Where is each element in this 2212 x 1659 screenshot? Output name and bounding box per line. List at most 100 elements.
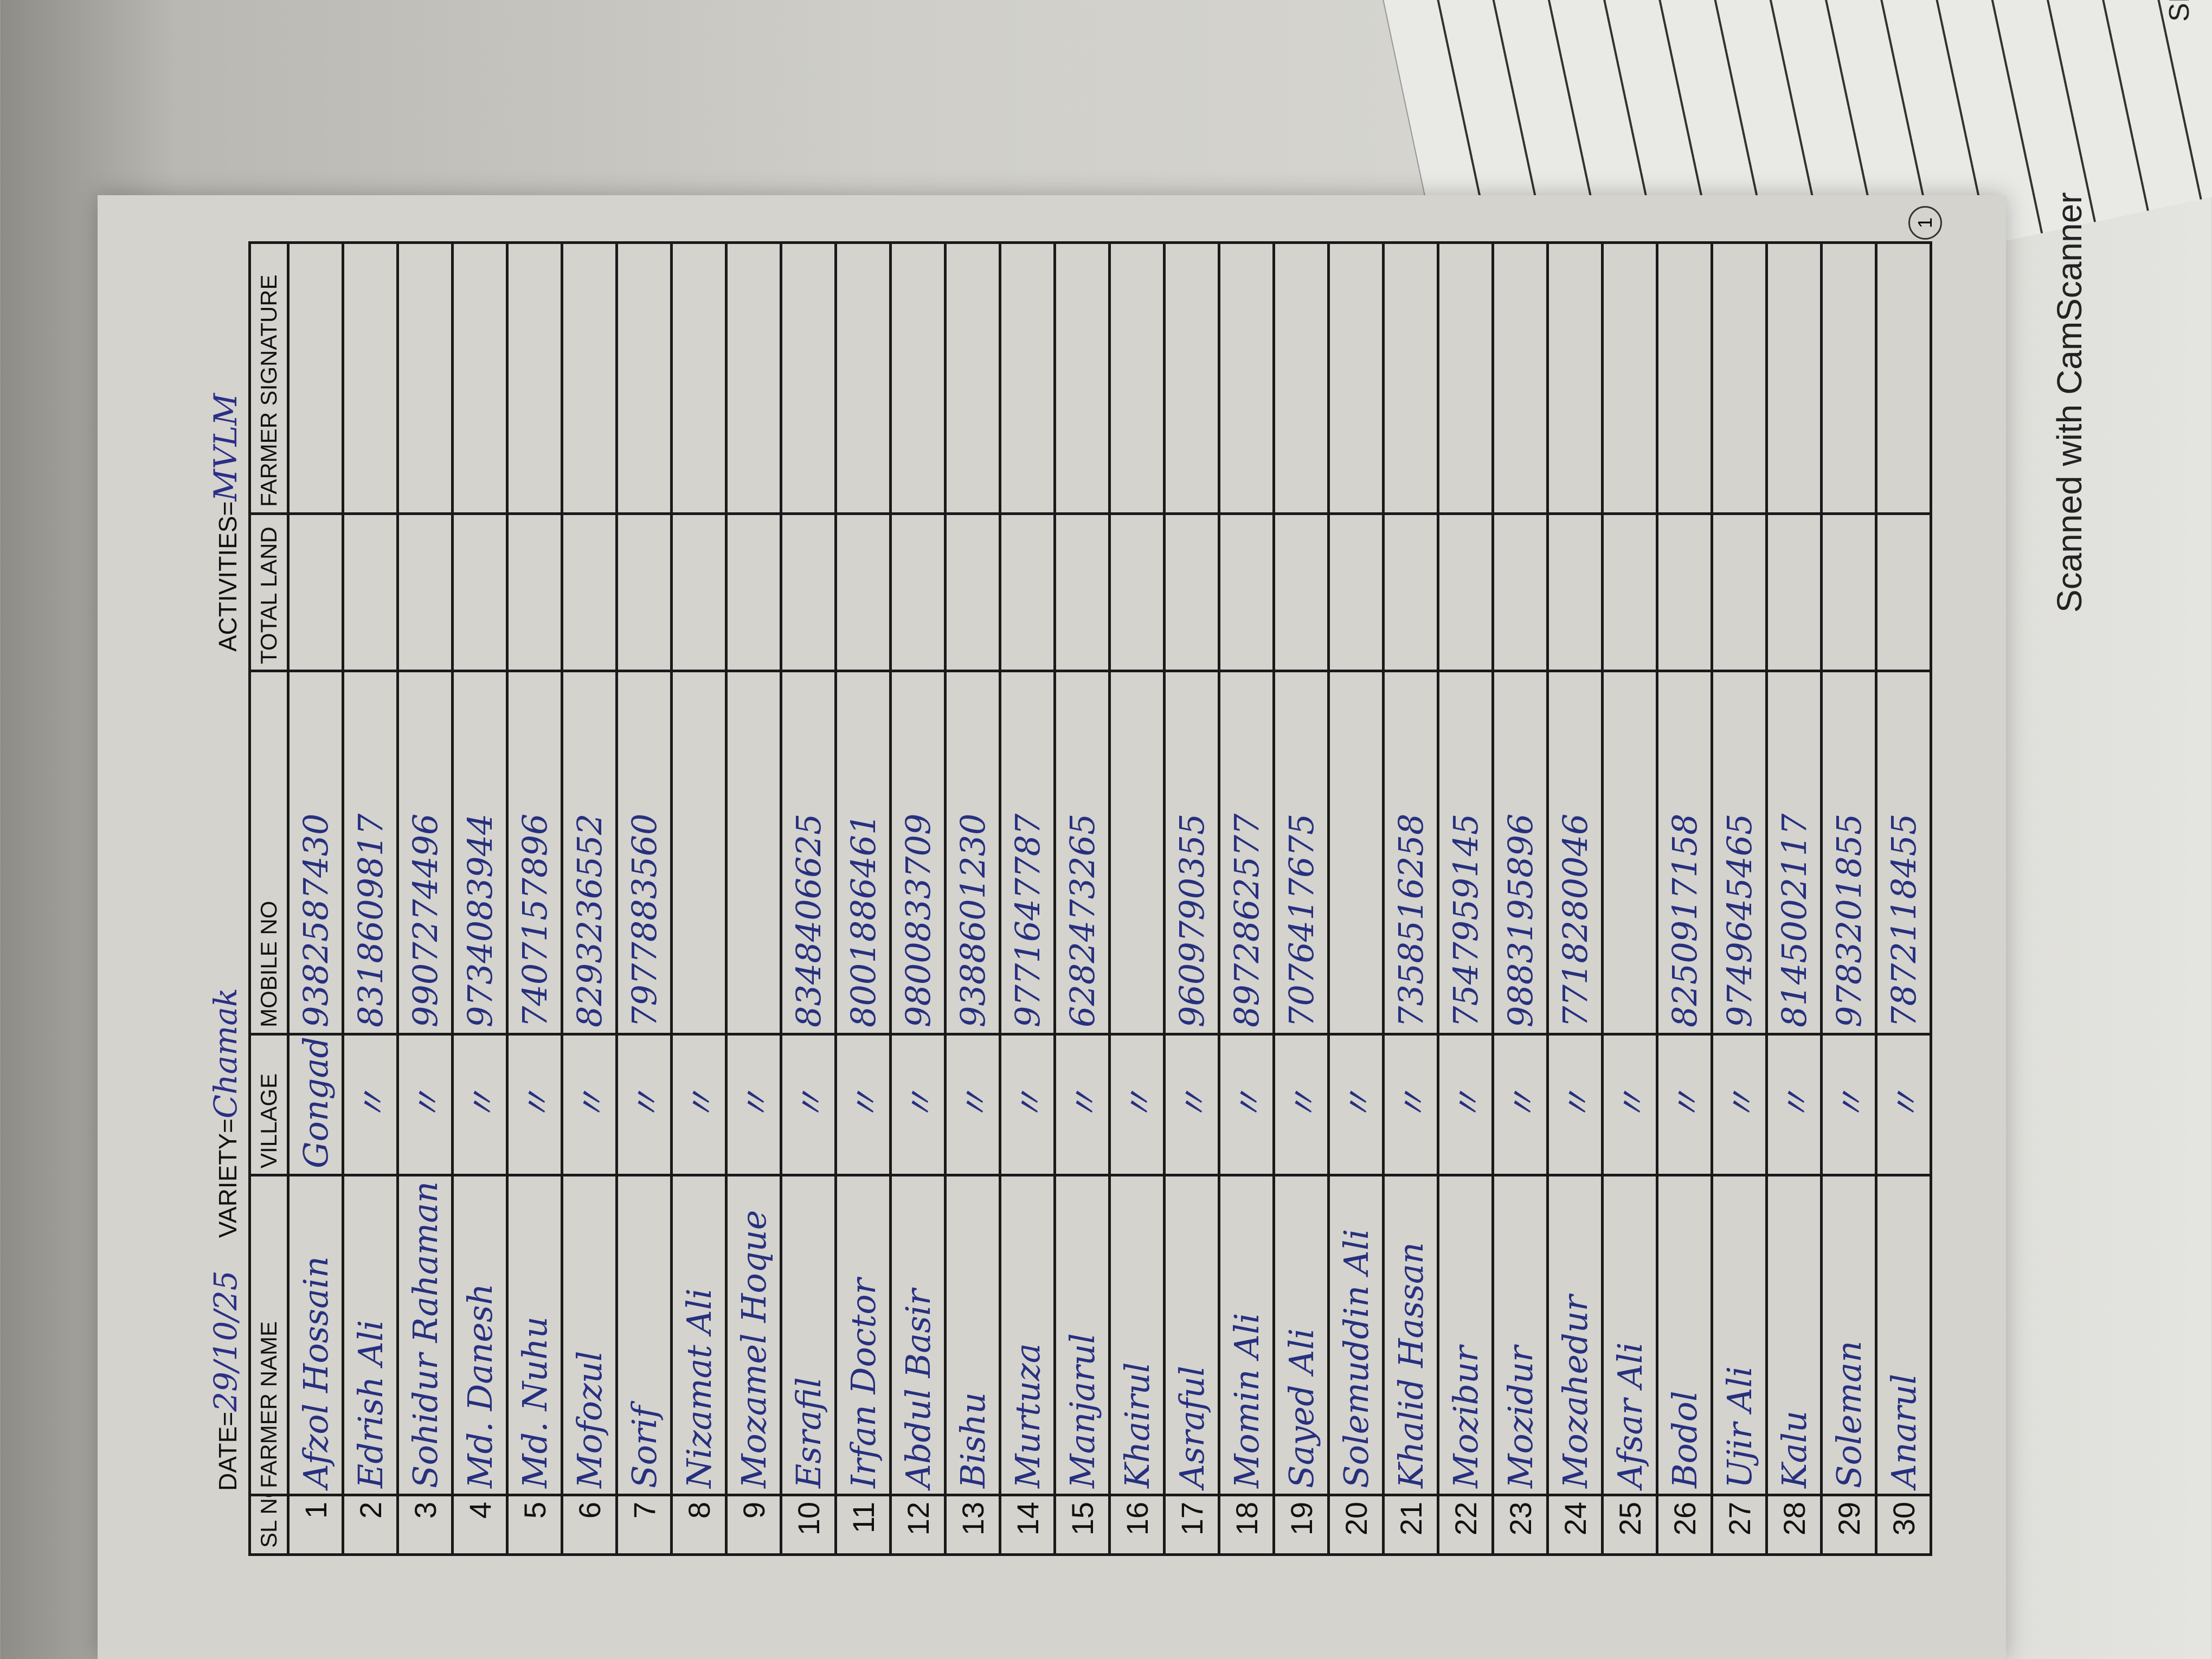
mobile-cell xyxy=(1109,671,1165,1034)
farmer-name-cell: Bodol xyxy=(1657,1175,1712,1495)
table-row: 30 Anarul 〃 7872118455 xyxy=(1876,242,1931,1555)
farmer-table: SL NO FARMER NAME VILLAGE MOBILE NO TOTAL LA… xyxy=(248,241,1932,1556)
mobile-cell: 9907274496 xyxy=(397,671,453,1034)
total-land-cell xyxy=(835,513,891,671)
village-cell: 〃 xyxy=(1766,1034,1822,1175)
mobile-cell: 9609790355 xyxy=(1164,671,1219,1034)
background-sheet-label: SIGNATURE xyxy=(2163,0,2196,22)
sl-no-cell: 20 xyxy=(1328,1495,1384,1555)
mobile-cell: 9800833709 xyxy=(890,671,946,1034)
sl-no-cell: 19 xyxy=(1274,1495,1329,1555)
signature-cell xyxy=(1657,242,1712,514)
sl-no-cell: 4 xyxy=(452,1495,507,1555)
table-row: 28 Kalu 〃 8145002117 xyxy=(1766,242,1822,1555)
sl-no-cell: 17 xyxy=(1164,1495,1219,1555)
table-row: 10 Esrafil 〃 8348406625 xyxy=(781,242,836,1555)
table-row: 20 Solemuddin Ali 〃 xyxy=(1328,242,1384,1555)
mobile-cell: 8318609817 xyxy=(343,671,398,1034)
village-cell: 〃 xyxy=(1274,1034,1329,1175)
mobile-cell: 9783201855 xyxy=(1821,671,1876,1034)
farmer-name-cell: Bishu xyxy=(945,1175,1000,1495)
table-row: 21 Khalid Hassan 〃 7358516258 xyxy=(1383,242,1438,1555)
village-cell: 〃 xyxy=(1438,1034,1493,1175)
farmer-name-cell: Mozamel Hoque xyxy=(726,1175,781,1495)
sl-no-cell: 11 xyxy=(835,1495,891,1555)
village-cell: 〃 xyxy=(1109,1034,1165,1175)
signature-cell xyxy=(343,242,398,514)
farmer-name-cell: Mozibur xyxy=(1438,1175,1493,1495)
table-row: 17 Asraful 〃 9609790355 xyxy=(1164,242,1219,1555)
total-land-cell xyxy=(343,513,398,671)
signature-cell xyxy=(781,242,836,514)
total-land-cell xyxy=(1219,513,1274,671)
sl-no-cell: 1 xyxy=(288,1495,343,1555)
village-cell: 〃 xyxy=(1054,1034,1110,1175)
farmer-register-sheet: DATE=29/10/25 VARIETY=Chamak ACTIVITIES=… xyxy=(179,233,1931,1556)
table-row: 25 Afsar Ali 〃 xyxy=(1602,242,1657,1555)
signature-cell xyxy=(397,242,453,514)
village-cell: 〃 xyxy=(562,1034,617,1175)
village-cell: 〃 xyxy=(616,1034,672,1175)
total-land-cell xyxy=(1109,513,1165,671)
mobile-cell: 9749645465 xyxy=(1712,671,1767,1034)
total-land-cell xyxy=(1493,513,1548,671)
farmer-name-cell: Khairul xyxy=(1109,1175,1165,1495)
table-row: 7 Sorif 〃 7977883560 xyxy=(616,242,672,1555)
total-land-cell xyxy=(1712,513,1767,671)
table-row: 1 Afzol Hossain Gongadehi 9382587430 xyxy=(288,242,343,1555)
farmer-name-cell: Sayed Ali xyxy=(1274,1175,1329,1495)
farmer-name-cell: Md. Danesh xyxy=(452,1175,507,1495)
table-row: 26 Bodol 〃 8250917158 xyxy=(1657,242,1712,1555)
mobile-cell xyxy=(1328,671,1384,1034)
sl-no-cell: 30 xyxy=(1876,1495,1931,1555)
signature-cell xyxy=(1274,242,1329,514)
farmer-name-cell: Mofozul xyxy=(562,1175,617,1495)
column-header-village: VILLAGE xyxy=(249,1034,288,1175)
sl-no-cell: 9 xyxy=(726,1495,781,1555)
mobile-cell: 8145002117 xyxy=(1766,671,1822,1034)
signature-cell xyxy=(1821,242,1876,514)
signature-cell xyxy=(1547,242,1603,514)
total-land-cell xyxy=(890,513,946,671)
farmer-name-cell: Afsar Ali xyxy=(1602,1175,1657,1495)
village-cell: 〃 xyxy=(343,1034,398,1175)
total-land-cell xyxy=(1328,513,1384,671)
signature-cell xyxy=(1602,242,1657,514)
village-cell: 〃 xyxy=(397,1034,453,1175)
farmer-name-cell: Solemuddin Ali xyxy=(1328,1175,1384,1495)
farmer-name-cell: Soleman xyxy=(1821,1175,1876,1495)
mobile-cell: 8972862577 xyxy=(1219,671,1274,1034)
column-header-farmer-signature: FARMER SIGNATURE xyxy=(249,242,288,514)
farmer-name-cell: Momin Ali xyxy=(1219,1175,1274,1495)
sl-no-cell: 27 xyxy=(1712,1495,1767,1555)
activities-label: ACTIVITIES= xyxy=(214,501,242,652)
farmer-name-cell: Mozidur xyxy=(1493,1175,1548,1495)
signature-cell xyxy=(1000,242,1055,514)
table-row: 6 Mofozul 〃 8293236552 xyxy=(562,242,617,1555)
mobile-cell: 7547959145 xyxy=(1438,671,1493,1034)
table-row: 9 Mozamel Hoque 〃 xyxy=(726,242,781,1555)
farmer-name-cell: Irfan Doctor xyxy=(835,1175,891,1495)
sl-no-cell: 15 xyxy=(1054,1495,1110,1555)
sl-no-cell: 10 xyxy=(781,1495,836,1555)
column-header-sl-no: SL NO xyxy=(249,1495,288,1555)
table-row: 27 Ujir Ali 〃 9749645465 xyxy=(1712,242,1767,1555)
village-cell: 〃 xyxy=(1493,1034,1548,1175)
total-land-cell xyxy=(1821,513,1876,671)
table-row: 18 Momin Ali 〃 8972862577 xyxy=(1219,242,1274,1555)
mobile-cell: 8250917158 xyxy=(1657,671,1712,1034)
mobile-cell: 9388601230 xyxy=(945,671,1000,1034)
total-land-cell xyxy=(1274,513,1329,671)
farmer-name-cell: Sorif xyxy=(616,1175,672,1495)
mobile-cell: 8001886461 xyxy=(835,671,891,1034)
total-land-cell xyxy=(562,513,617,671)
village-cell: 〃 xyxy=(1821,1034,1876,1175)
column-header-mobile-no: MOBILE NO xyxy=(249,671,288,1034)
signature-cell xyxy=(507,242,562,514)
mobile-cell: 9771647787 xyxy=(1000,671,1055,1034)
sl-no-cell: 3 xyxy=(397,1495,453,1555)
table-row: 11 Irfan Doctor 〃 8001886461 xyxy=(835,242,891,1555)
total-land-cell xyxy=(781,513,836,671)
farmer-name-cell: Afzol Hossain xyxy=(288,1175,343,1495)
farmer-name-cell: Anarul xyxy=(1876,1175,1931,1495)
